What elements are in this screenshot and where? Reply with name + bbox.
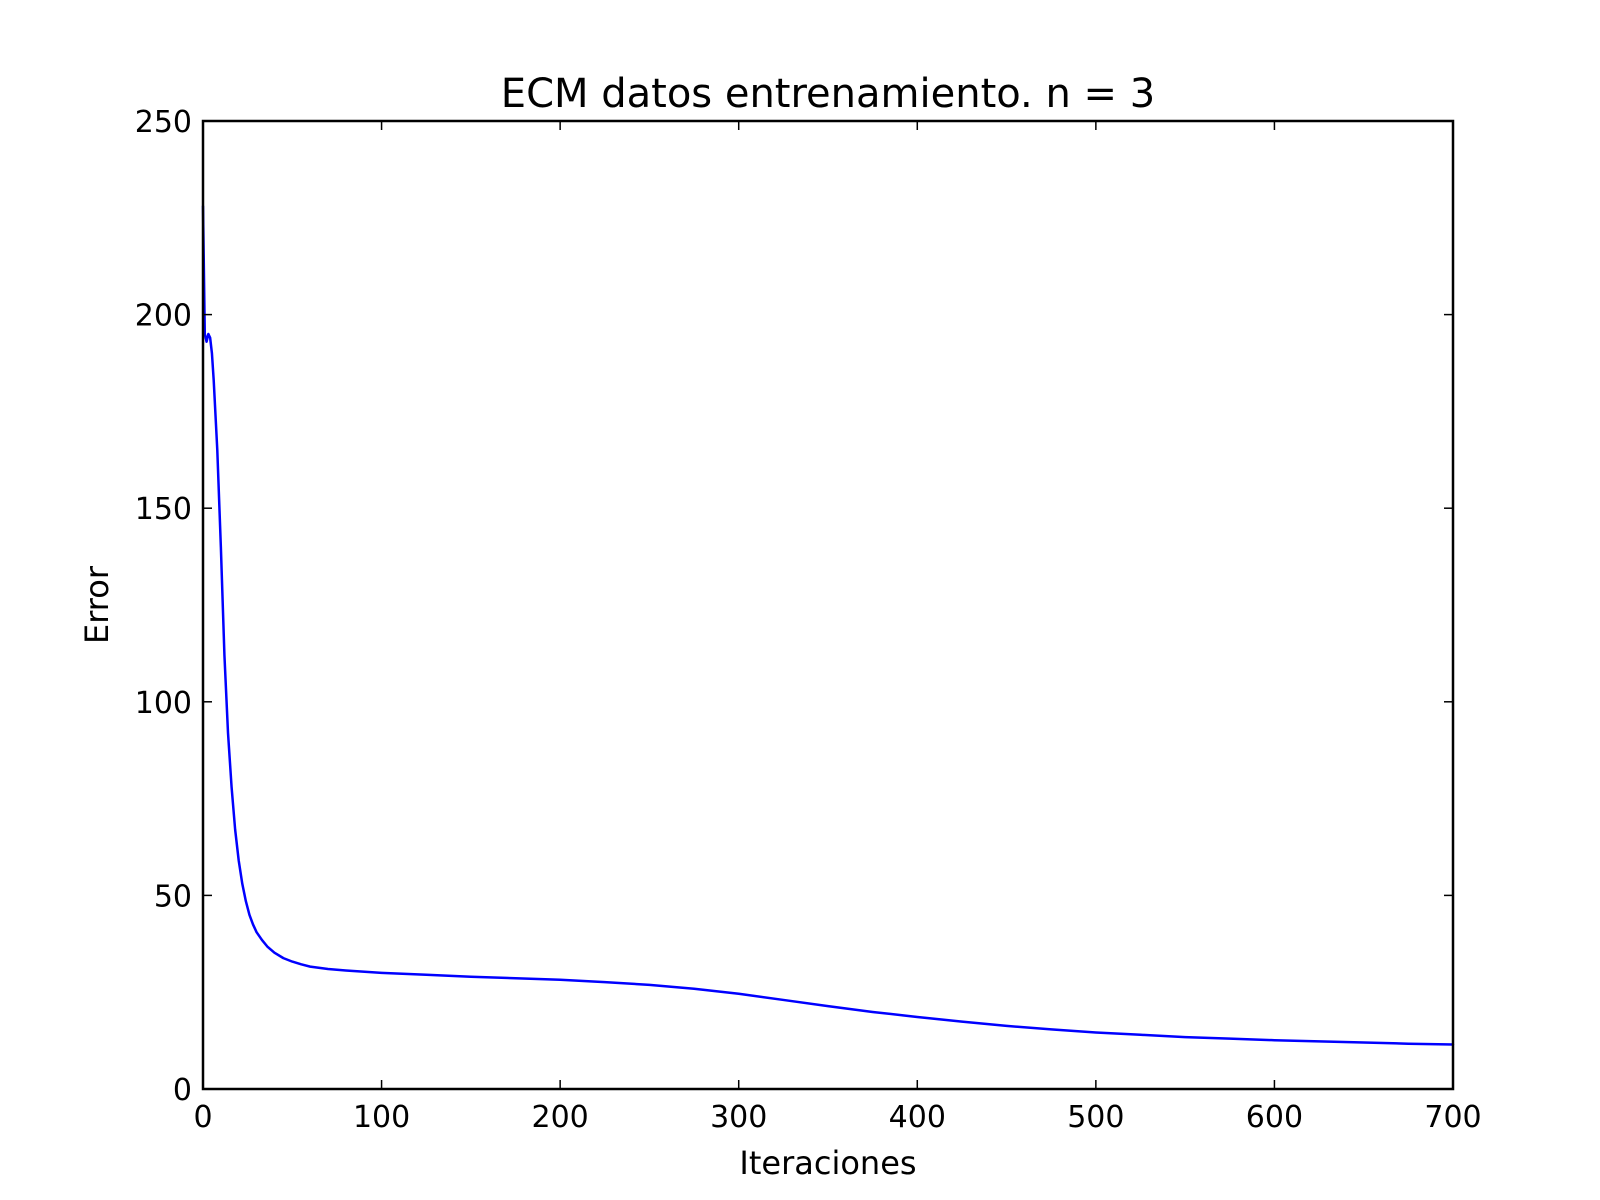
series-line-0 xyxy=(201,204,1455,1046)
chart-title: ECM datos entrenamiento. n = 3 xyxy=(501,71,1155,117)
x-tick-label: 0 xyxy=(193,1100,212,1135)
plot-area xyxy=(201,119,1455,1091)
x-axis-label: Iteraciones xyxy=(739,1144,916,1182)
series-layer xyxy=(201,204,1455,1046)
axes-frame xyxy=(201,119,1455,1091)
x-tick-label: 200 xyxy=(532,1100,589,1135)
x-tick-label: 500 xyxy=(1067,1100,1124,1135)
y-tick-label: 250 xyxy=(135,105,192,140)
y-tick-label: 150 xyxy=(135,492,192,527)
y-axis-label: Error xyxy=(78,565,116,644)
y-axis: 0 50 100 150 200 250 xyxy=(135,105,1453,1108)
y-tick-label: 100 xyxy=(135,686,192,721)
x-tick-label: 100 xyxy=(353,1100,410,1135)
x-tick-label: 300 xyxy=(710,1100,767,1135)
y-tick-label: 50 xyxy=(154,879,192,914)
x-tick-label: 400 xyxy=(889,1100,946,1135)
y-tick-label: 0 xyxy=(173,1073,192,1108)
x-tick-label: 600 xyxy=(1246,1100,1303,1135)
y-tick-label: 200 xyxy=(135,299,192,334)
x-tick-label: 700 xyxy=(1424,1100,1481,1135)
x-axis: 0 100 200 300 400 500 600 700 xyxy=(193,121,1482,1135)
